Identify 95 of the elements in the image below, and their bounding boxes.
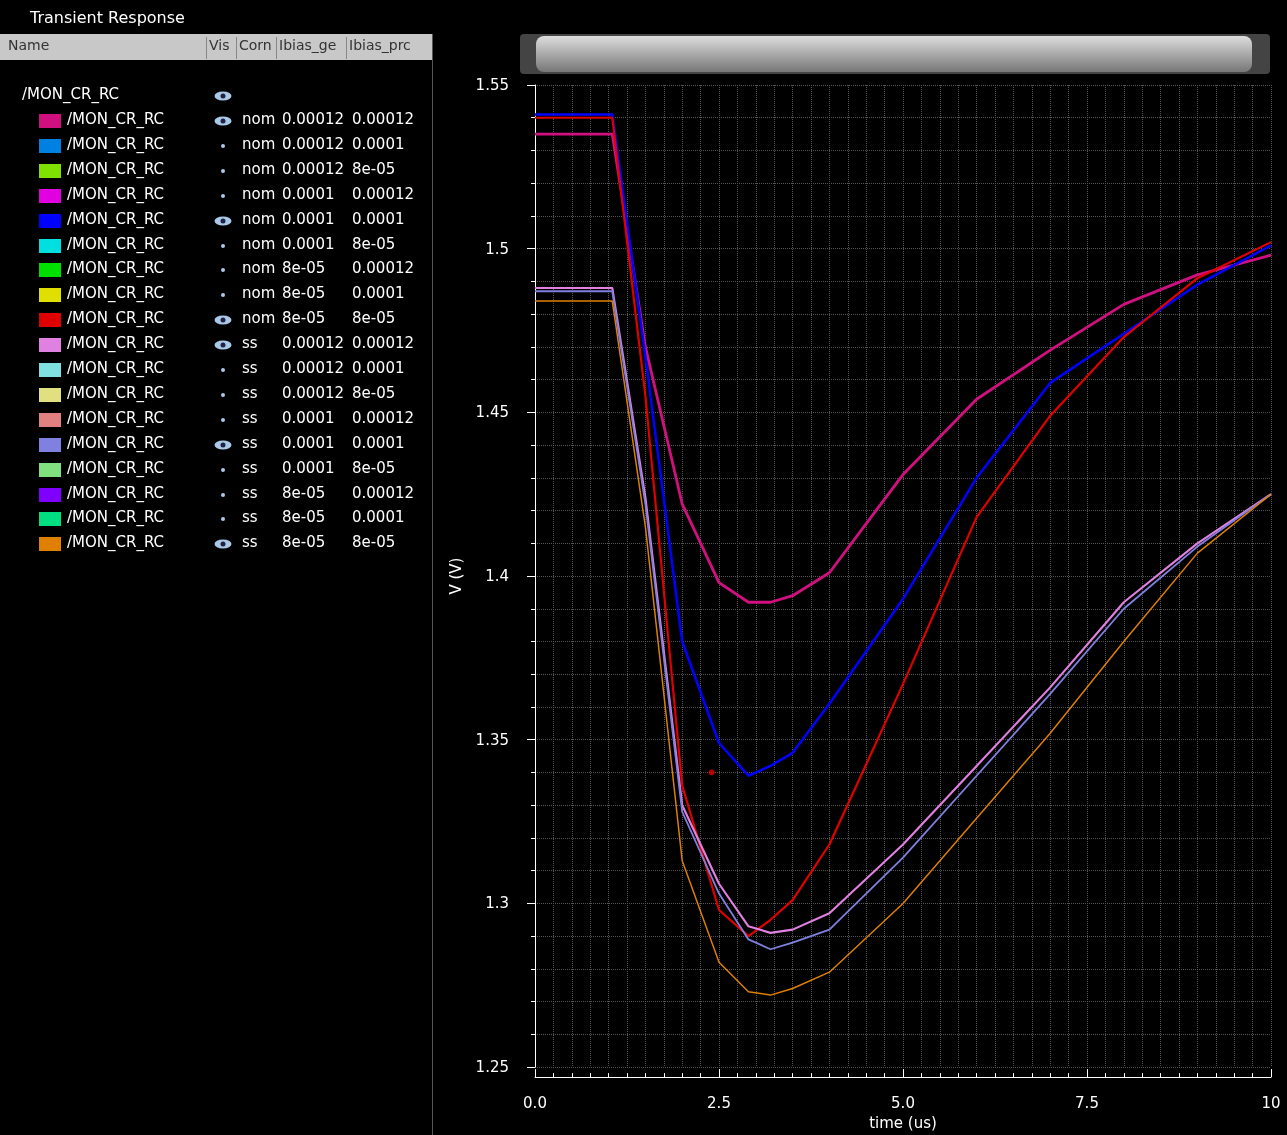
text: 8e-05 [352, 234, 396, 253]
y-tick-label: 1.45 [475, 403, 509, 422]
legend-label: /MON_CR_RC [67, 533, 165, 552]
y-tick-label: 1.3 [485, 894, 509, 913]
text: 8e-05 [282, 533, 326, 552]
legend-label: /MON_CR_RC [67, 433, 165, 452]
text: 0.00012 [282, 159, 345, 178]
y-axis-title: V (V) [446, 557, 465, 595]
text: 0.00012 [282, 134, 345, 153]
text: Transient Response [30, 8, 185, 27]
text: /MON_CR_RC [22, 85, 120, 103]
legend-label: /MON_CR_RC [67, 184, 165, 203]
text: 0.0001 [282, 433, 335, 452]
text: Ibias_prc [346, 37, 411, 59]
legend-label: /MON_CR_RC [67, 483, 165, 502]
text: 0.0001 [282, 209, 335, 228]
text: 0.00012 [282, 383, 345, 402]
text: 8e-05 [352, 458, 396, 477]
text: 8e-05 [352, 309, 396, 328]
text: 8e-05 [282, 309, 326, 328]
text: nom [242, 134, 276, 153]
text: 0.00012 [352, 259, 415, 278]
text: 8e-05 [282, 284, 326, 303]
y-tick-label: 1.25 [475, 1058, 509, 1077]
text: 0.00012 [352, 408, 415, 427]
legend-label: /MON_CR_RC [67, 110, 165, 128]
y-tick-label: 1.4 [485, 567, 509, 586]
text: Ibias_ge [276, 37, 337, 59]
y-tick-label: 1.55 [475, 76, 509, 94]
x-tick-label: 7.5 [1075, 1093, 1099, 1112]
text: ss [242, 483, 258, 502]
text: ss [242, 433, 258, 452]
text: nom [242, 234, 276, 253]
line-series [533, 113, 1273, 777]
text: nom [242, 184, 276, 203]
y-tick-label: 1.35 [475, 730, 509, 749]
text: 8e-05 [282, 483, 326, 502]
text: 0.0001 [282, 184, 335, 203]
text: Corn [236, 37, 272, 59]
legend-label: /MON_CR_RC [67, 134, 165, 153]
legend-label: /MON_CR_RC [67, 359, 165, 377]
legend-label: /MON_CR_RC [67, 309, 165, 328]
text: ss [242, 408, 258, 427]
x-tick-label: 2.5 [707, 1093, 731, 1112]
text: 0.00012 [352, 110, 415, 128]
text: 0.0001 [352, 134, 405, 153]
text: 0.00012 [282, 334, 345, 353]
legend-label: /MON_CR_RC [67, 334, 165, 353]
legend-label: /MON_CR_RC [67, 408, 165, 427]
legend-label: /MON_CR_RC [67, 209, 165, 228]
text: nom [242, 110, 276, 128]
text: ss [242, 359, 258, 377]
text: nom [242, 309, 276, 328]
legend-label: /MON_CR_RC [67, 159, 165, 178]
legend-label: /MON_CR_RC [67, 458, 165, 477]
text: ss [242, 533, 258, 552]
text: Vis [206, 37, 230, 59]
legend-label: /MON_CR_RC [67, 383, 165, 402]
text: 0.0001 [352, 508, 405, 527]
x-tick-label: 10 [1261, 1093, 1281, 1112]
x-tick-label: 5.0 [891, 1093, 915, 1112]
x-tick-label: 0.0 [523, 1093, 547, 1112]
text: 8e-05 [352, 159, 396, 178]
text: 0.0001 [282, 458, 335, 477]
legend-label: /MON_CR_RC [67, 234, 165, 253]
text: 0.0001 [352, 284, 405, 303]
legend-label: /MON_CR_RC [67, 508, 165, 527]
text: nom [242, 159, 276, 178]
text: ss [242, 458, 258, 477]
line-series [533, 116, 1273, 938]
y-tick-label: 1.5 [485, 239, 509, 258]
text: nom [242, 209, 276, 228]
x-axis-title: time (us) [869, 1113, 937, 1132]
text: 8e-05 [282, 508, 326, 527]
text: 0.0001 [352, 359, 405, 377]
text: 0.0001 [352, 433, 405, 452]
text: 0.00012 [352, 184, 415, 203]
text: 0.00012 [352, 334, 415, 353]
text: nom [242, 259, 276, 278]
text: Name [7, 37, 50, 55]
legend-label: /MON_CR_RC [67, 284, 165, 303]
text: nom [242, 284, 276, 303]
text: 0.00012 [352, 483, 415, 502]
legend-label: /MON_CR_RC [67, 259, 165, 278]
text: 8e-05 [282, 259, 326, 278]
text: 0.0001 [352, 209, 405, 228]
text: ss [242, 334, 258, 353]
text: 0.00012 [282, 110, 345, 128]
text: ss [242, 383, 258, 402]
text: 0.0001 [282, 234, 335, 253]
text: 8e-05 [352, 383, 396, 402]
text: ss [242, 508, 258, 527]
text: 0.00012 [282, 359, 345, 377]
text: 8e-05 [352, 533, 396, 552]
text: 0.0001 [282, 408, 335, 427]
